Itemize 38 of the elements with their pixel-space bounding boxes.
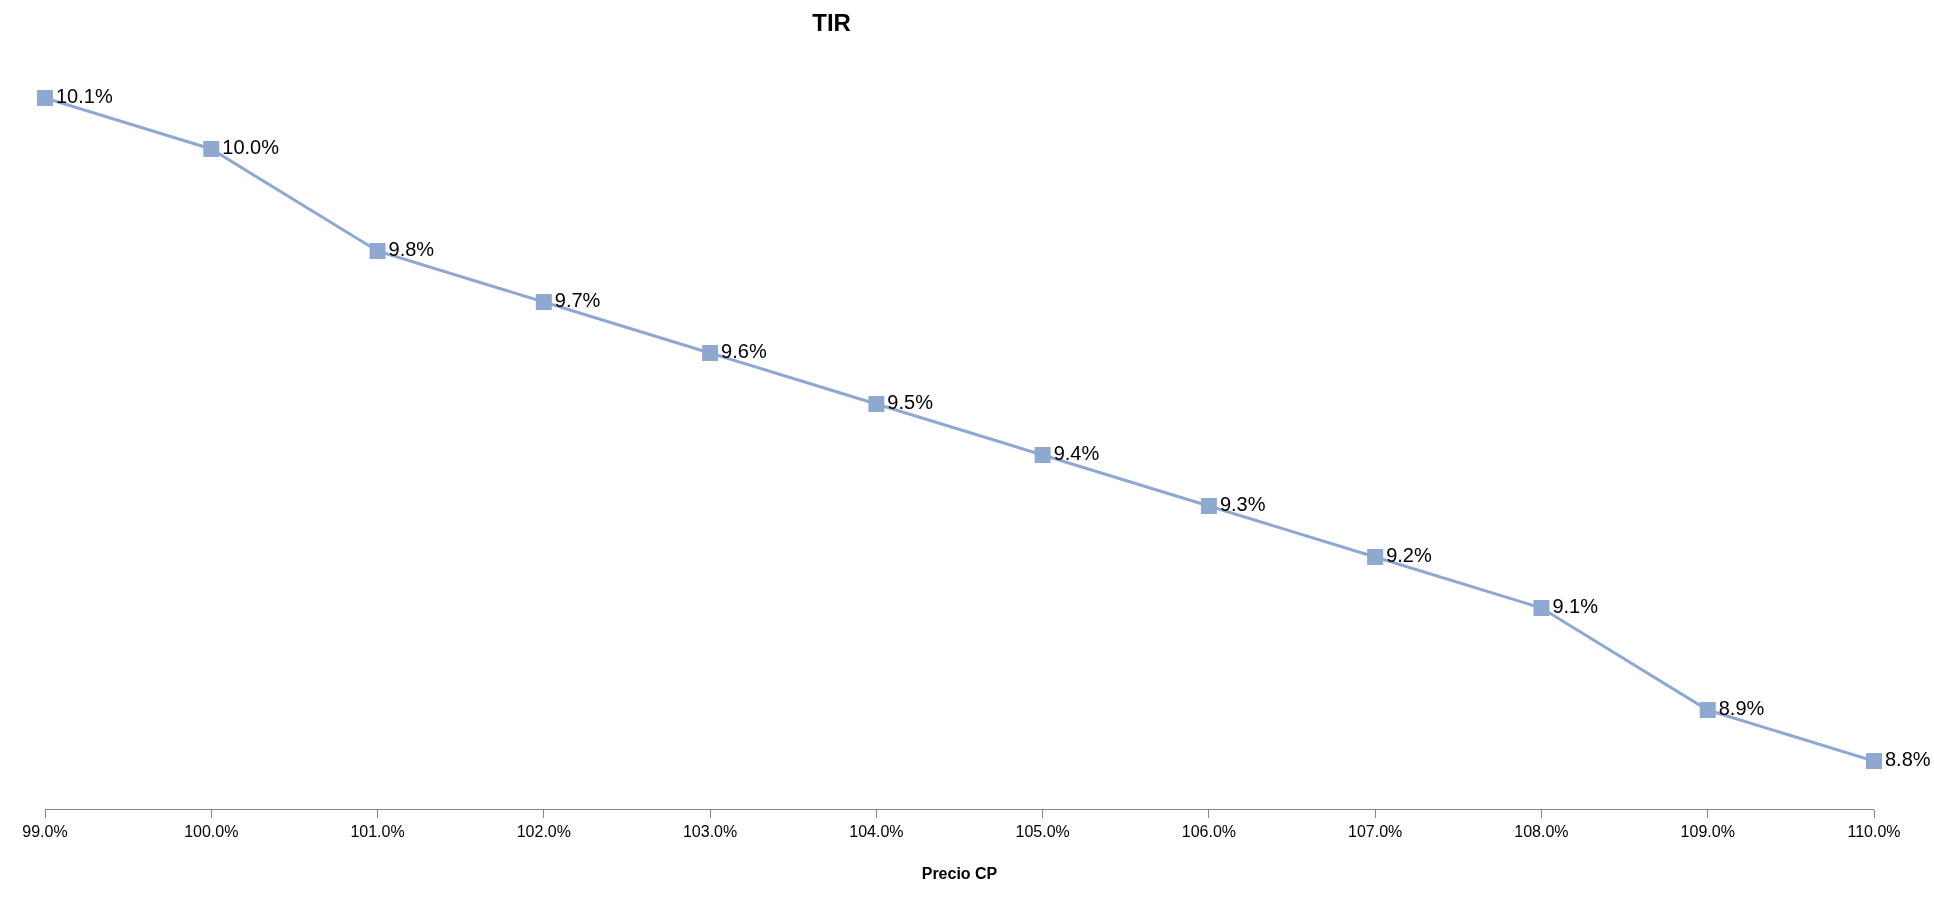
- point: [37, 89, 53, 106]
- x-tick-label: 107.0%: [1348, 823, 1403, 841]
- x-tick-label: 102.0%: [516, 823, 571, 841]
- data-label: 9.6%: [721, 339, 767, 362]
- data-label: 9.1%: [1552, 595, 1599, 618]
- point: [1200, 498, 1217, 515]
- point: [1367, 549, 1384, 566]
- chart-title: TIR: [812, 8, 851, 36]
- data-label: 8.8%: [1885, 748, 1931, 771]
- data-label: 9.3%: [1219, 493, 1266, 516]
- point: [1533, 600, 1550, 617]
- point: [203, 140, 220, 157]
- point: [702, 344, 719, 361]
- data-label: 9.4%: [1053, 442, 1100, 464]
- x-tick-label: 104.0%: [849, 823, 904, 841]
- x-axis-title: Precio CP: [921, 864, 998, 882]
- point: [1034, 447, 1051, 463]
- x-tick-label: 101.0%: [350, 823, 405, 841]
- x-tick-label: 100.0%: [184, 823, 239, 841]
- data-label: 9.5%: [887, 391, 934, 413]
- data-label: 8.9%: [1718, 697, 1765, 720]
- point: [1866, 753, 1882, 770]
- x-tick-label: 99.0%: [22, 823, 68, 841]
- x-tick-label: 105.0%: [1015, 823, 1070, 841]
- point: [1699, 702, 1716, 719]
- data-label: 9.2%: [1386, 544, 1432, 567]
- data-label: 10.1%: [56, 84, 113, 107]
- point: [535, 293, 552, 310]
- x-tick-label: 103.0%: [682, 823, 738, 841]
- data-label: 10.0%: [222, 135, 280, 158]
- point: [868, 396, 885, 412]
- data-label: 9.7%: [554, 288, 601, 311]
- x-tick-label: 110.0%: [1847, 823, 1901, 841]
- x-tick-label: 108.0%: [1514, 823, 1569, 841]
- x-tick-label: 109.0%: [1680, 823, 1735, 841]
- data-label: 9.8%: [388, 237, 435, 260]
- x-tick-label: 106.0%: [1181, 823, 1237, 841]
- point: [369, 242, 386, 259]
